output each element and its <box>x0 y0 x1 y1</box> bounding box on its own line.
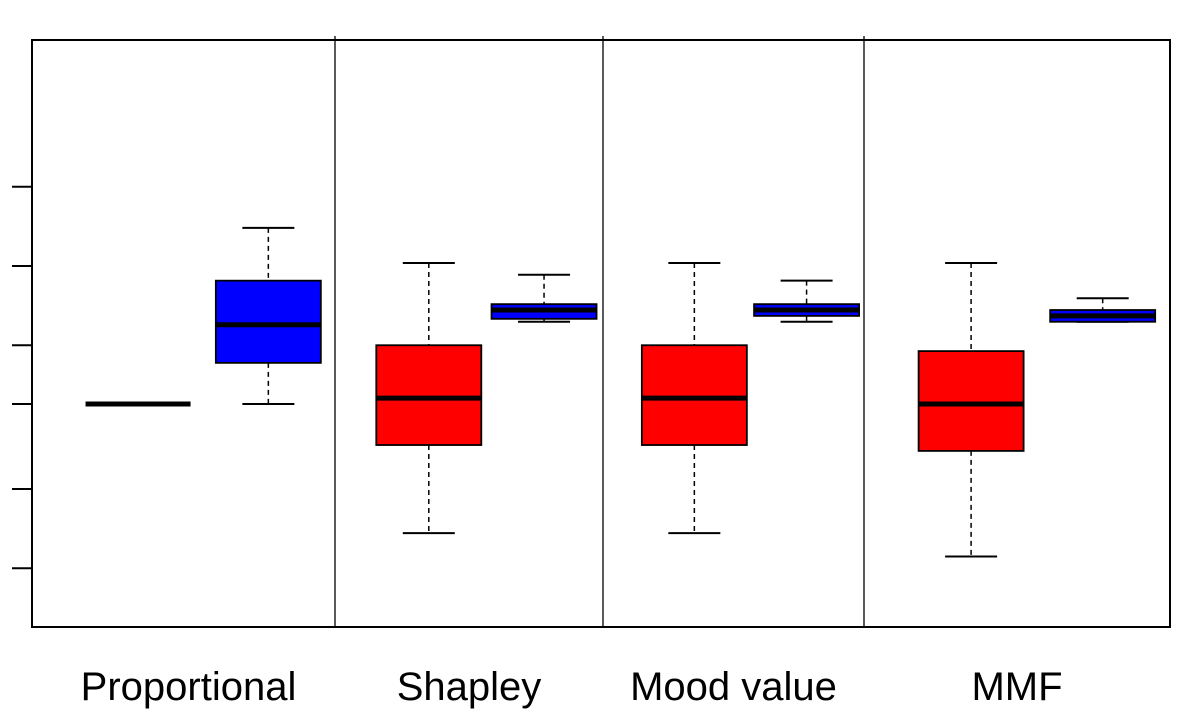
box-body <box>640 344 748 446</box>
box-blue-3 <box>1049 297 1157 323</box>
box-red-2 <box>640 262 748 535</box>
box-red-3 <box>917 262 1025 558</box>
category-group-0 <box>85 226 322 407</box>
category-label-2: Mood value <box>630 665 837 709</box>
box-body <box>375 344 483 446</box>
box-body <box>214 279 322 364</box>
box-groups <box>85 226 1157 558</box>
category-labels: Proportional Shapley Mood value MMF <box>81 665 1063 709</box>
box-body <box>917 350 1025 452</box>
y-axis-ticks <box>12 185 32 570</box>
category-label-3: MMF <box>971 665 1062 709</box>
category-group-3 <box>917 262 1157 558</box>
category-label-0: Proportional <box>81 665 297 709</box>
category-group-2 <box>640 262 860 535</box>
box-red-1 <box>375 262 483 535</box>
category-label-1: Shapley <box>397 665 542 709</box>
category-group-1 <box>375 262 598 535</box>
box-blue-0 <box>214 226 322 405</box>
panel-separators <box>334 36 865 627</box>
box-blue-2 <box>753 279 860 323</box>
box-blue-1 <box>490 273 598 323</box>
plot-frame <box>31 39 1171 628</box>
